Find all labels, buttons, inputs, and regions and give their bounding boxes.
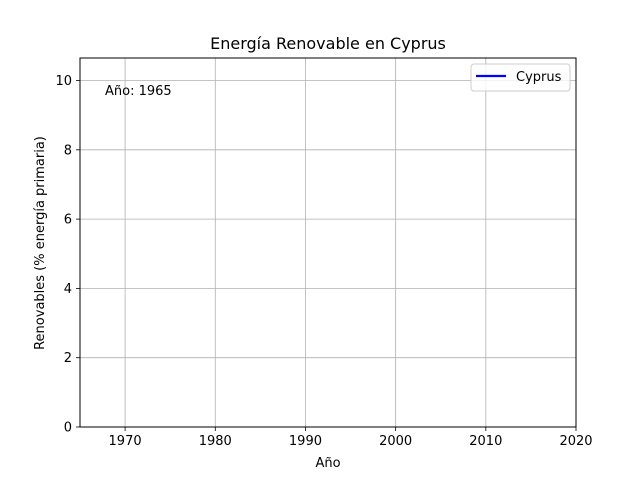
y-axis-ticks: 0 2 4 6 8 10 <box>55 74 80 436</box>
year-annotation: Año: 1965 <box>105 84 172 99</box>
x-tick-label: 2020 <box>559 434 592 449</box>
legend-entry-label: Cyprus <box>516 70 562 85</box>
legend-box <box>470 63 571 92</box>
x-axis-ticks: 1970 1980 1990 2000 2010 2020 <box>109 427 593 449</box>
chart-title: Energía Renovable en Cyprus <box>210 34 446 53</box>
y-tick-label: 2 <box>64 351 72 366</box>
legend: Cyprus <box>470 63 571 92</box>
y-tick-label: 8 <box>64 143 72 158</box>
y-tick-label: 0 <box>64 421 72 436</box>
x-tick-label: 2000 <box>379 434 412 449</box>
x-axis-label: Año <box>315 456 340 471</box>
x-tick-label: 1980 <box>199 434 232 449</box>
x-tick-label: 2010 <box>469 434 502 449</box>
x-tick-label: 1970 <box>109 434 142 449</box>
grid-lines <box>80 58 577 428</box>
y-tick-label: 4 <box>64 282 72 297</box>
plot-frame <box>79 57 577 428</box>
y-axis-label: Renovables (% energía primaria) <box>33 136 48 350</box>
y-tick-label: 10 <box>55 74 72 89</box>
x-tick-label: 1990 <box>289 434 322 449</box>
y-tick-label: 6 <box>64 213 72 228</box>
